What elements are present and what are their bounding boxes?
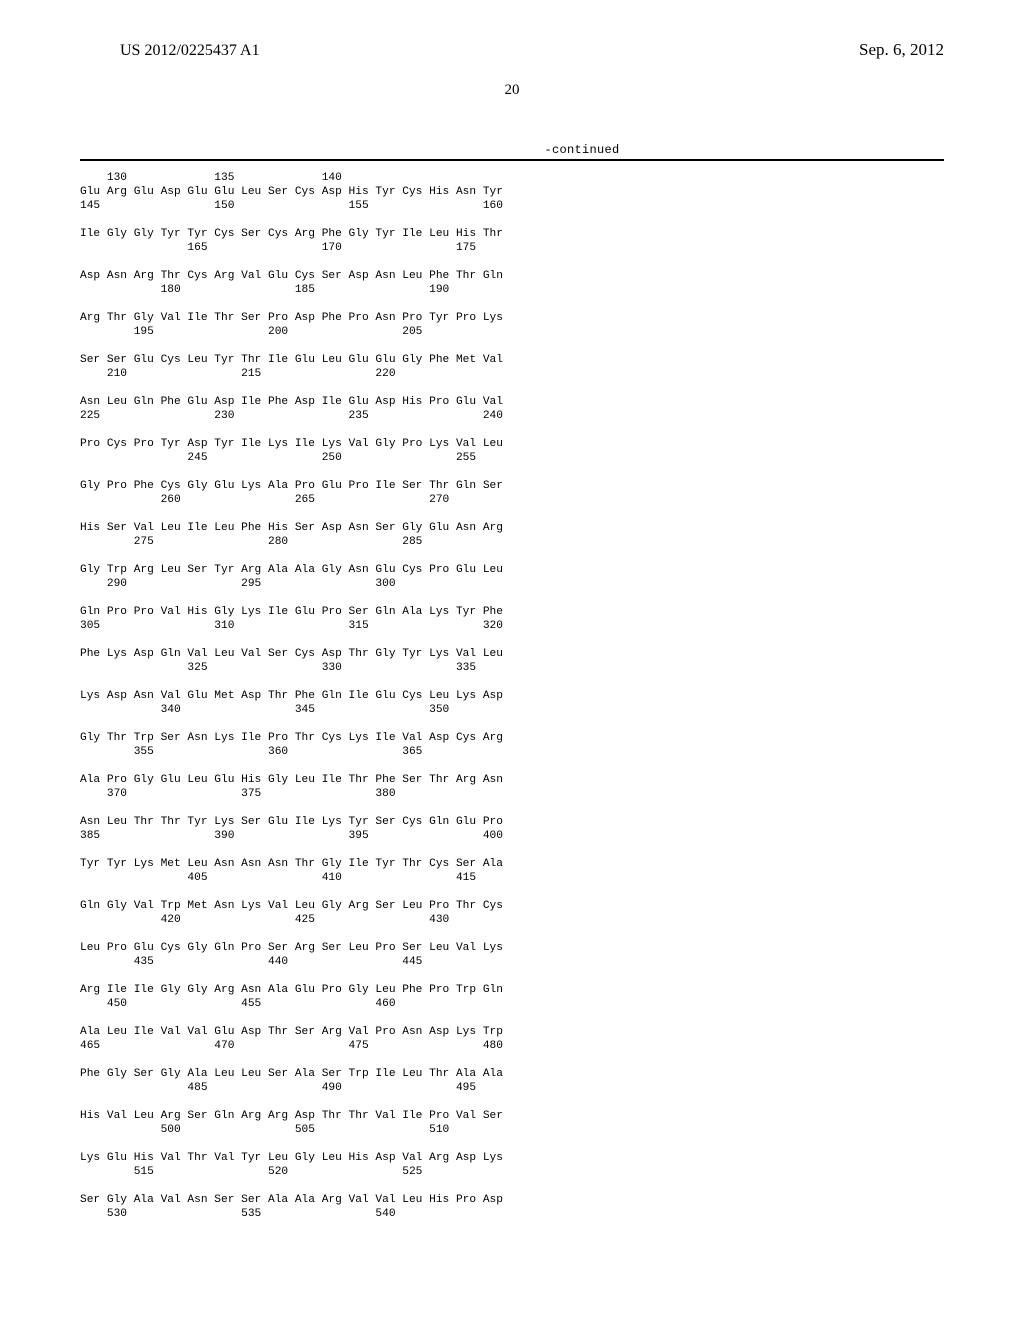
- publication-date: Sep. 6, 2012: [859, 40, 944, 60]
- continued-label: -continued: [70, 143, 954, 157]
- sequence-listing-block: 130 135 140 Glu Arg Glu Asp Glu Glu Leu …: [80, 159, 944, 1221]
- document-id: US 2012/0225437 A1: [120, 42, 260, 60]
- sequence-listing: 130 135 140 Glu Arg Glu Asp Glu Glu Leu …: [80, 171, 944, 1221]
- page-header: US 2012/0225437 A1 Sep. 6, 2012: [70, 40, 954, 64]
- page-number: 20: [70, 82, 954, 99]
- patent-page: US 2012/0225437 A1 Sep. 6, 2012 20 -cont…: [0, 0, 1024, 1320]
